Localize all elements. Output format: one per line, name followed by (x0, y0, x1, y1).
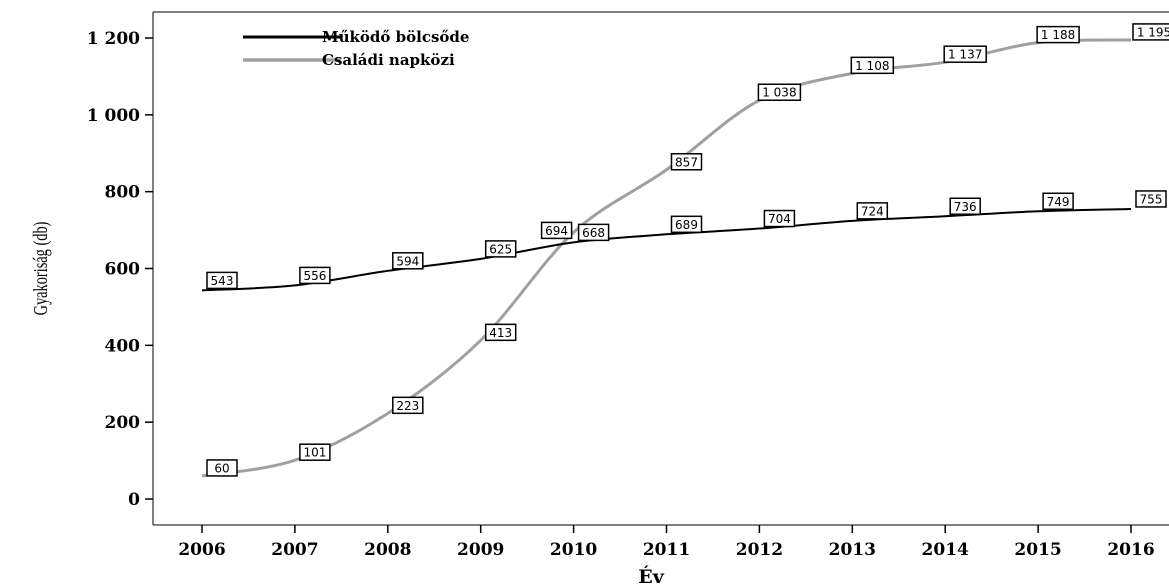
y-tick-label: 0 (128, 490, 140, 510)
data-labels: 543 556 594 625 668 689 704 724 736 749 755 60 101 22… (206, 23, 1169, 477)
data-label-napkozi: 857 (670, 153, 703, 171)
data-label-box (1042, 192, 1074, 211)
data-label-text: 749 (1047, 195, 1070, 209)
data-label-box (484, 323, 517, 342)
data-label-napkozi: 413 (484, 323, 517, 342)
data-label-text: 704 (768, 212, 791, 226)
data-label-box (670, 153, 703, 171)
data-label-box (577, 223, 610, 242)
data-label-text: 594 (396, 254, 419, 268)
x-tick-label: 2013 (829, 540, 876, 560)
x-axis-title: Év (638, 565, 664, 588)
data-label-bolcsode: 704 (763, 209, 796, 228)
y-tick-label: 400 (105, 336, 141, 356)
data-label-text: 1 195 (1137, 25, 1169, 39)
x-tick-label: 2016 (1107, 540, 1154, 560)
data-label-text: 1 137 (948, 48, 982, 62)
data-label-bolcsode: 755 (1135, 190, 1167, 208)
data-label-napkozi: 1 038 (757, 83, 802, 101)
x-tick-label: 2010 (550, 540, 597, 560)
data-label-text: 668 (582, 226, 605, 240)
data-label-box (1036, 25, 1080, 44)
data-label-box (299, 266, 331, 285)
data-label-box (299, 443, 331, 461)
data-label-bolcsode: 556 (299, 266, 331, 285)
data-label-napkozi: 60 (206, 459, 238, 477)
data-label-box (856, 202, 889, 220)
data-label-napkozi: 1 137 (943, 45, 987, 63)
data-label-text: 543 (211, 274, 234, 288)
x-tick-label: 2014 (922, 540, 969, 560)
data-label-box (206, 459, 238, 477)
data-label-bolcsode: 543 (206, 271, 238, 290)
data-label-box (943, 45, 987, 63)
data-label-bolcsode: 749 (1042, 192, 1074, 211)
data-label-box (392, 252, 424, 270)
data-label-text: 60 (214, 461, 229, 475)
data-label-text: 1 108 (855, 59, 889, 73)
data-label-text: 556 (303, 269, 326, 283)
data-label-bolcsode: 625 (484, 240, 517, 258)
data-label-napkozi: 223 (392, 396, 424, 415)
data-label-bolcsode: 689 (670, 215, 703, 234)
data-label-napkozi: 101 (299, 443, 331, 461)
y-tick-label: 1 200 (87, 29, 140, 49)
data-label-text: 736 (954, 200, 977, 214)
y-axis-title: Gyakoriság (db) (29, 221, 52, 315)
x-tick-label: 2011 (643, 540, 690, 560)
data-label-box (763, 209, 796, 228)
y-tick-label: 800 (105, 183, 141, 203)
series-lines (201, 38, 1132, 478)
data-label-box (206, 271, 238, 290)
data-label-napkozi: 1 195 (1132, 23, 1169, 41)
data-label-bolcsode: 724 (856, 202, 889, 220)
data-label-box (850, 56, 895, 75)
y-tick-label: 1 000 (87, 106, 140, 126)
data-label-text: 694 (545, 224, 568, 238)
data-label-bolcsode: 736 (949, 197, 981, 216)
x-tick-label: 2007 (271, 540, 318, 560)
data-label-text: 223 (396, 399, 419, 413)
series-line-mukodo-bolcsode (201, 207, 1132, 292)
data-label-box (757, 83, 802, 101)
legend: Működő bölcsőde Családi napközi (243, 28, 469, 69)
data-label-text: 755 (1140, 192, 1163, 206)
data-label-box (1132, 23, 1169, 41)
data-label-box (670, 215, 703, 234)
data-label-box (949, 197, 981, 216)
data-label-text: 689 (675, 218, 698, 232)
data-label-text: 1 038 (762, 86, 796, 100)
data-label-text: 413 (489, 326, 512, 340)
data-label-box (1135, 190, 1167, 208)
x-tick-label: 2015 (1014, 540, 1061, 560)
data-label-napkozi: 1 188 (1036, 25, 1080, 44)
data-label-text: 724 (861, 204, 884, 218)
data-label-box (540, 221, 573, 240)
data-label-text: 625 (489, 242, 512, 256)
data-label-napkozi: 1 108 (850, 56, 895, 75)
y-tick-label: 600 (105, 260, 141, 280)
data-label-bolcsode: 594 (392, 252, 424, 270)
series-line-csaladi-napkozi (201, 38, 1132, 478)
data-label-box (484, 240, 517, 258)
legend-label: Családi napközi (322, 51, 455, 69)
data-label-bolcsode: 668 (577, 223, 610, 242)
x-tick-label: 2008 (364, 540, 411, 560)
y-tick-label: 200 (105, 413, 141, 433)
x-tick-label: 2009 (457, 540, 504, 560)
data-label-box (392, 396, 424, 415)
legend-label: Működő bölcsőde (322, 28, 469, 46)
axes: 0 200 400 600 800 1 000 1 200 2006 2007 2008 2009 2… (87, 11, 1169, 560)
x-tick-label: 2012 (736, 540, 783, 560)
data-label-text: 1 188 (1041, 28, 1075, 42)
x-tick-label: 2006 (178, 540, 225, 560)
data-label-text: 101 (303, 446, 326, 460)
data-label-text: 857 (675, 155, 698, 169)
data-label-napkozi: 694 (540, 221, 573, 240)
